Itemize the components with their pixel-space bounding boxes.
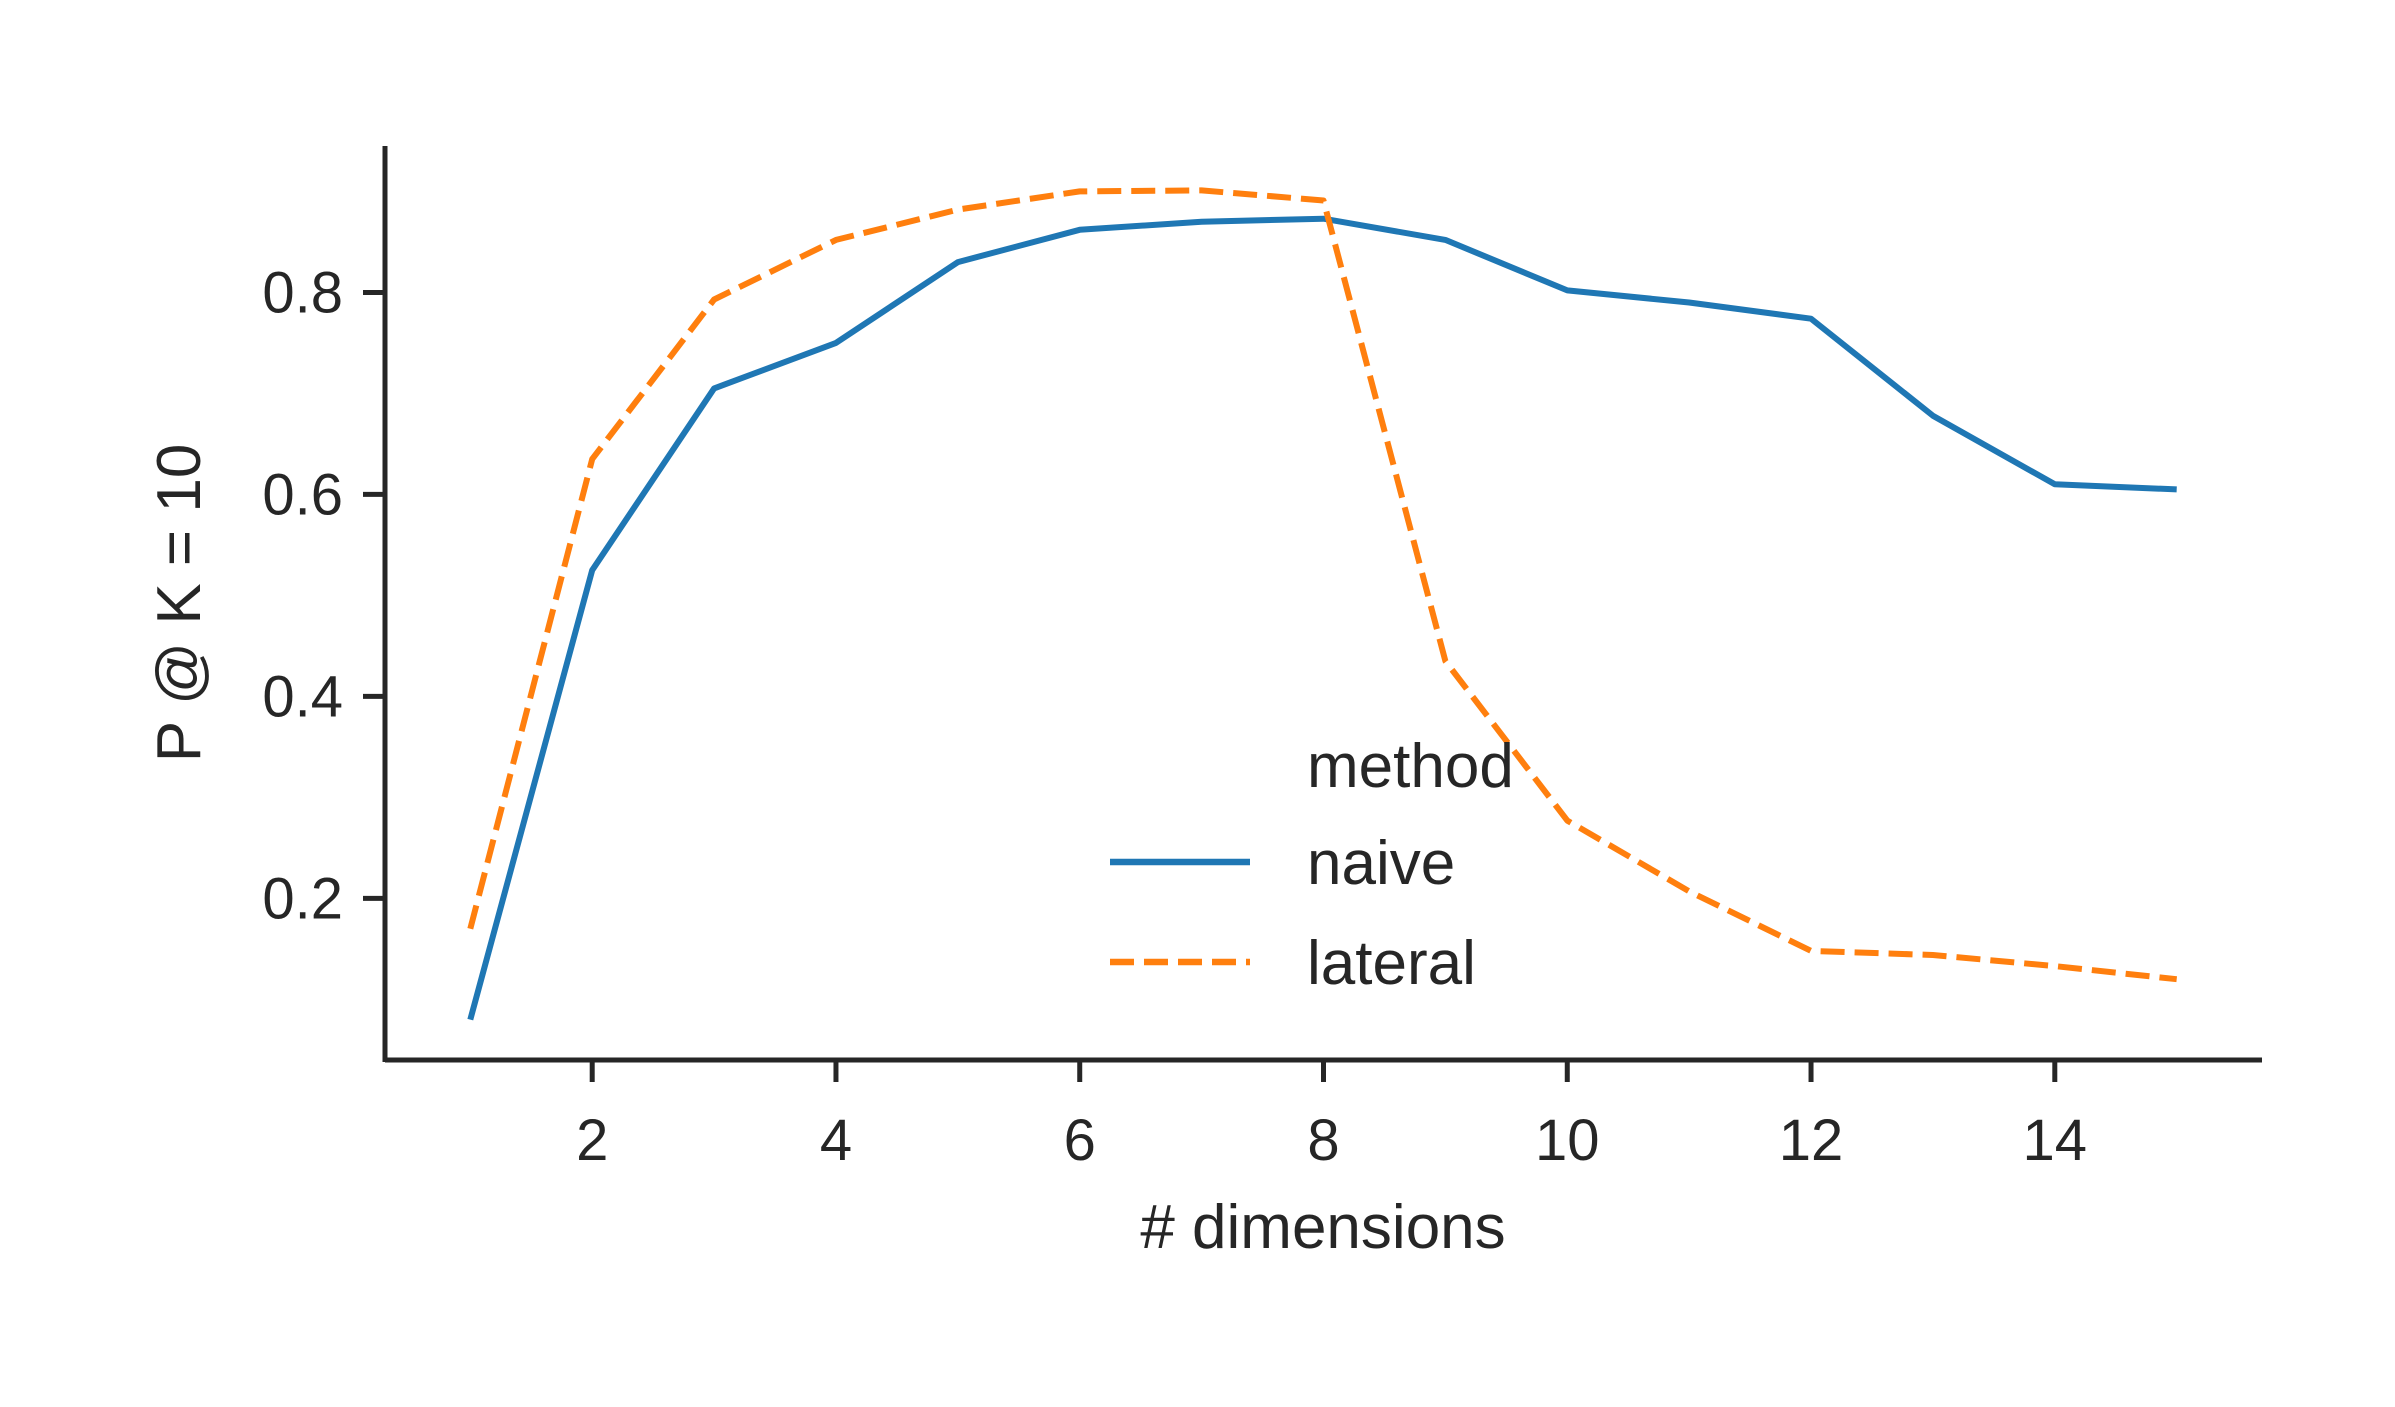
x-tick-label: 12 [1779, 1108, 1844, 1173]
y-ticks: 0.2 0.4 0.6 0.8 [262, 260, 385, 931]
y-tick-label: 0.4 [262, 664, 343, 729]
legend: method naive lateral [1110, 732, 1514, 998]
legend-title: method [1307, 732, 1514, 801]
plot-lines [467, 187, 2178, 1021]
x-tick-label: 10 [1535, 1108, 1600, 1173]
y-tick-label: 0.2 [262, 866, 343, 931]
legend-label-lateral: lateral [1307, 929, 1476, 998]
series-line-naive [467, 215, 2177, 1021]
x-axis-label: # dimensions [1140, 1193, 1505, 1262]
x-tick-label: 4 [820, 1108, 852, 1173]
series-line-lateral [467, 187, 2178, 983]
x-tick-label: 8 [1307, 1108, 1339, 1173]
y-tick-label: 0.6 [262, 462, 343, 527]
y-axis-label: P @ K = 10 [145, 444, 214, 763]
y-tick-label: 0.8 [262, 260, 343, 325]
x-tick-label: 14 [2023, 1108, 2088, 1173]
x-tick-label: 6 [1064, 1108, 1096, 1173]
legend-label-naive: naive [1307, 829, 1455, 898]
x-ticks: 2 4 6 8 10 12 14 [576, 1060, 2087, 1173]
x-tick-label: 2 [576, 1108, 608, 1173]
